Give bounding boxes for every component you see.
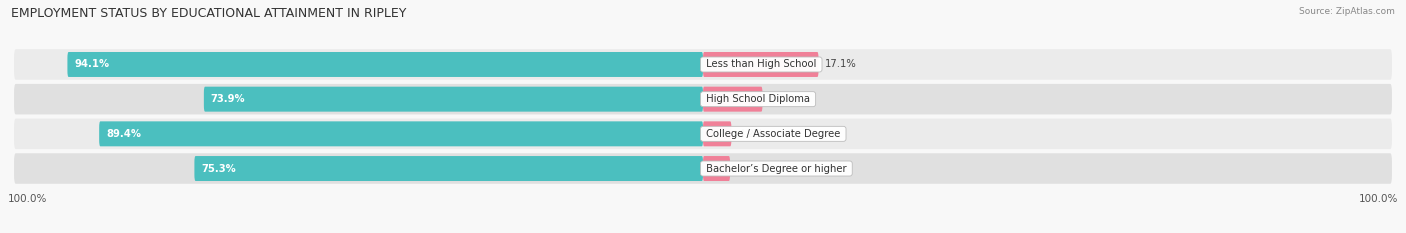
FancyBboxPatch shape: [703, 87, 762, 112]
FancyBboxPatch shape: [703, 52, 818, 77]
FancyBboxPatch shape: [194, 156, 703, 181]
Text: 8.8%: 8.8%: [769, 94, 794, 104]
Text: 4.0%: 4.0%: [737, 164, 762, 174]
FancyBboxPatch shape: [100, 121, 703, 146]
Text: 94.1%: 94.1%: [75, 59, 110, 69]
Text: College / Associate Degree: College / Associate Degree: [703, 129, 844, 139]
Text: 73.9%: 73.9%: [211, 94, 245, 104]
FancyBboxPatch shape: [14, 84, 1392, 114]
FancyBboxPatch shape: [703, 121, 731, 146]
FancyBboxPatch shape: [703, 156, 730, 181]
Text: Bachelor’s Degree or higher: Bachelor’s Degree or higher: [703, 164, 849, 174]
Text: 17.1%: 17.1%: [825, 59, 858, 69]
FancyBboxPatch shape: [204, 87, 703, 112]
FancyBboxPatch shape: [14, 153, 1392, 184]
FancyBboxPatch shape: [14, 49, 1392, 80]
Text: High School Diploma: High School Diploma: [703, 94, 813, 104]
FancyBboxPatch shape: [67, 52, 703, 77]
Text: Source: ZipAtlas.com: Source: ZipAtlas.com: [1299, 7, 1395, 16]
Text: 75.3%: 75.3%: [201, 164, 236, 174]
Text: EMPLOYMENT STATUS BY EDUCATIONAL ATTAINMENT IN RIPLEY: EMPLOYMENT STATUS BY EDUCATIONAL ATTAINM…: [11, 7, 406, 20]
Text: 4.2%: 4.2%: [738, 129, 763, 139]
Text: 89.4%: 89.4%: [105, 129, 141, 139]
FancyBboxPatch shape: [14, 119, 1392, 149]
Text: Less than High School: Less than High School: [703, 59, 820, 69]
